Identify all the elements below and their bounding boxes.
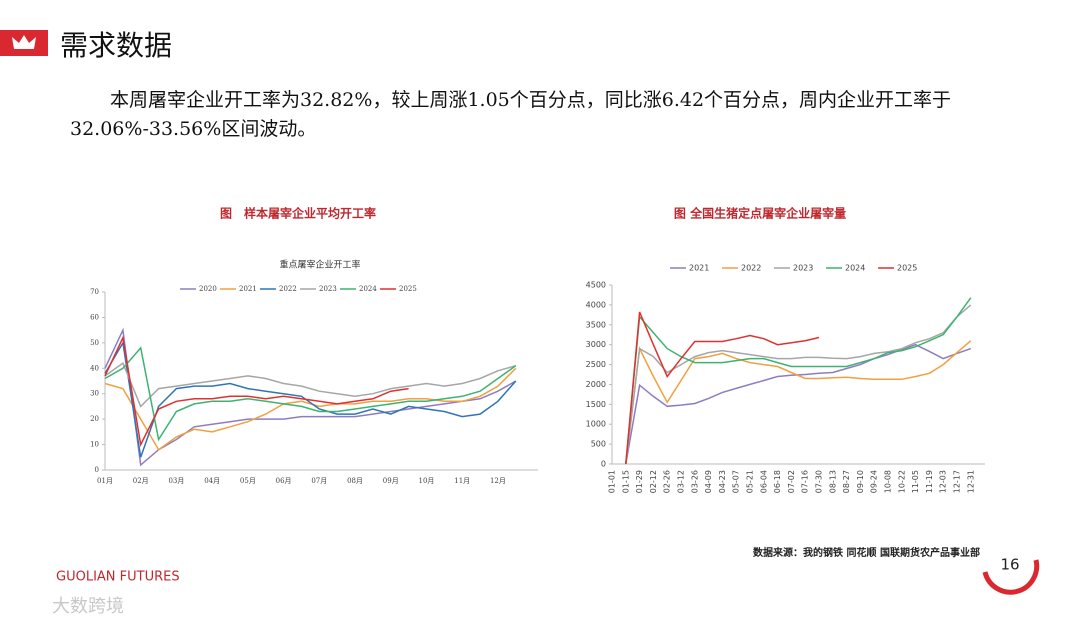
y-tick-label: 3500 xyxy=(586,320,606,329)
x-tick-label: 01-29 xyxy=(635,470,644,493)
chart-caption: 图 全国生猪定点屠宰企业屠宰量 xyxy=(674,206,846,221)
watermark: 大数跨境 xyxy=(52,596,124,617)
x-tick-label: 12月 xyxy=(490,477,506,485)
crown-icon xyxy=(12,35,36,49)
x-tick-label: 04-09 xyxy=(704,470,713,493)
y-tick-label: 0 xyxy=(601,460,606,469)
y-tick-label: 500 xyxy=(591,440,606,449)
slide-title: 需求数据 xyxy=(60,29,173,62)
x-tick-label: 03月 xyxy=(168,477,184,485)
x-tick-label: 01-15 xyxy=(621,470,630,493)
legend-label: 2025 xyxy=(897,264,917,273)
y-tick-label: 3000 xyxy=(586,340,606,349)
legend-label: 2025 xyxy=(399,285,417,293)
y-tick-label: 50 xyxy=(90,339,99,347)
x-tick-label: 02-12 xyxy=(649,470,658,493)
y-tick-label: 20 xyxy=(90,415,99,423)
y-tick-label: 70 xyxy=(90,288,99,296)
x-tick-label: 05月 xyxy=(240,477,256,485)
y-tick-label: 0 xyxy=(95,466,99,474)
series-line xyxy=(104,346,517,442)
page-number: 16 xyxy=(1000,556,1019,574)
x-tick-label: 03-26 xyxy=(690,470,699,493)
x-tick-label: 04-23 xyxy=(718,470,727,493)
x-tick-label: 09-24 xyxy=(870,470,879,493)
x-tick-label: 06月 xyxy=(276,477,292,485)
series-line xyxy=(625,340,972,465)
brand: GUOLIAN FUTURES xyxy=(56,570,180,585)
x-tick-label: 01月 xyxy=(97,477,113,485)
x-tick-label: 02-26 xyxy=(663,470,672,493)
x-tick-label: 10月 xyxy=(419,477,435,485)
y-tick-label: 4500 xyxy=(586,281,606,290)
y-tick-label: 1000 xyxy=(586,420,606,429)
legend-label: 2023 xyxy=(793,264,813,273)
page-arc xyxy=(982,559,1040,595)
legend-label: 2021 xyxy=(689,264,709,273)
y-tick-label: 1500 xyxy=(586,400,606,409)
series-line xyxy=(625,297,972,465)
x-tick-label: 04月 xyxy=(204,477,220,485)
x-tick-label: 03-12 xyxy=(677,470,686,493)
x-tick-label: 07-30 xyxy=(815,470,824,493)
series-line xyxy=(104,362,517,408)
x-tick-label: 09-10 xyxy=(856,470,865,493)
legend-label: 2022 xyxy=(279,285,297,293)
x-tick-label: 06-18 xyxy=(773,470,782,493)
x-tick-label: 02月 xyxy=(133,477,149,485)
page-circle xyxy=(990,545,1030,585)
series-line xyxy=(104,335,409,447)
series-line xyxy=(104,340,517,458)
x-tick-label: 01-01 xyxy=(608,470,617,493)
chart-title: 重点屠宰企业开工率 xyxy=(279,259,360,271)
series-line xyxy=(625,311,820,465)
x-tick-label: 11月 xyxy=(454,477,470,485)
x-tick-label: 06-04 xyxy=(759,470,768,493)
x-tick-label: 08-27 xyxy=(842,470,851,493)
x-tick-label: 07-02 xyxy=(787,470,796,493)
body-text: 本周屠宰企业开工率为32.82%，较上周涨1.05个百分点，同比涨6.42个百分… xyxy=(70,89,952,140)
x-tick-label: 07-16 xyxy=(801,470,810,493)
chart-caption: 图 样本屠宰企业平均开工率 xyxy=(220,206,376,221)
x-tick-label: 11-19 xyxy=(925,470,934,493)
series-line xyxy=(104,327,517,467)
x-tick-label: 09月 xyxy=(383,477,399,485)
x-tick-label: 05-21 xyxy=(746,470,755,493)
x-tick-label: 12-17 xyxy=(953,470,962,493)
source: 数据来源：我的钢铁 同花顺 国联期货农产品事业部 xyxy=(753,546,980,559)
x-tick-label: 10-08 xyxy=(884,470,893,493)
y-tick-label: 60 xyxy=(90,313,99,321)
y-tick-label: 30 xyxy=(90,390,99,398)
legend-label: 2023 xyxy=(319,285,337,293)
x-tick-label: 12-03 xyxy=(939,470,948,493)
x-tick-label: 05-07 xyxy=(732,470,741,493)
y-tick-label: 2500 xyxy=(586,360,606,369)
y-tick-label: 2000 xyxy=(586,380,606,389)
y-tick-label: 4000 xyxy=(586,300,606,309)
legend-label: 2021 xyxy=(239,285,257,293)
x-tick-label: 08月 xyxy=(347,477,363,485)
y-tick-label: 10 xyxy=(90,441,99,449)
x-tick-label: 08-13 xyxy=(828,470,837,493)
legend-label: 2022 xyxy=(741,264,761,273)
x-tick-label: 11-05 xyxy=(911,470,920,493)
x-tick-label: 07月 xyxy=(311,477,327,485)
x-tick-label: 10-22 xyxy=(897,470,906,493)
y-tick-label: 40 xyxy=(90,364,99,372)
legend-label: 2024 xyxy=(359,285,377,293)
series-line xyxy=(625,304,972,465)
legend-label: 2024 xyxy=(845,264,865,273)
legend-label: 2020 xyxy=(199,285,217,293)
x-tick-label: 12-31 xyxy=(966,470,975,493)
series-line xyxy=(104,367,517,451)
